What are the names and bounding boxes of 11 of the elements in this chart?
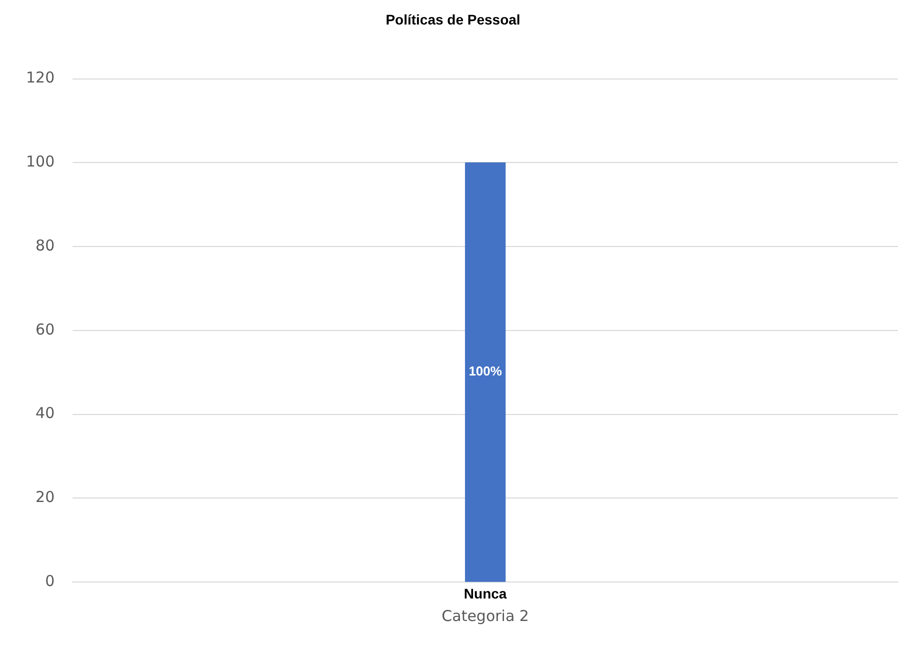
y-tick-label: 0	[45, 572, 55, 590]
y-tick-label: 20	[36, 488, 55, 506]
chart-title: Políticas de Pessoal	[386, 11, 520, 28]
y-tick-label: 80	[36, 236, 55, 254]
y-tick-label: 40	[36, 404, 55, 422]
y-tick-label: 60	[36, 320, 55, 338]
x-tick-label: Categoria 2	[442, 606, 529, 625]
data-label: 100%	[468, 364, 502, 379]
series-label: Nunca	[464, 585, 507, 602]
y-tick-label: 120	[26, 68, 55, 87]
y-tick-label: 100	[26, 152, 55, 171]
